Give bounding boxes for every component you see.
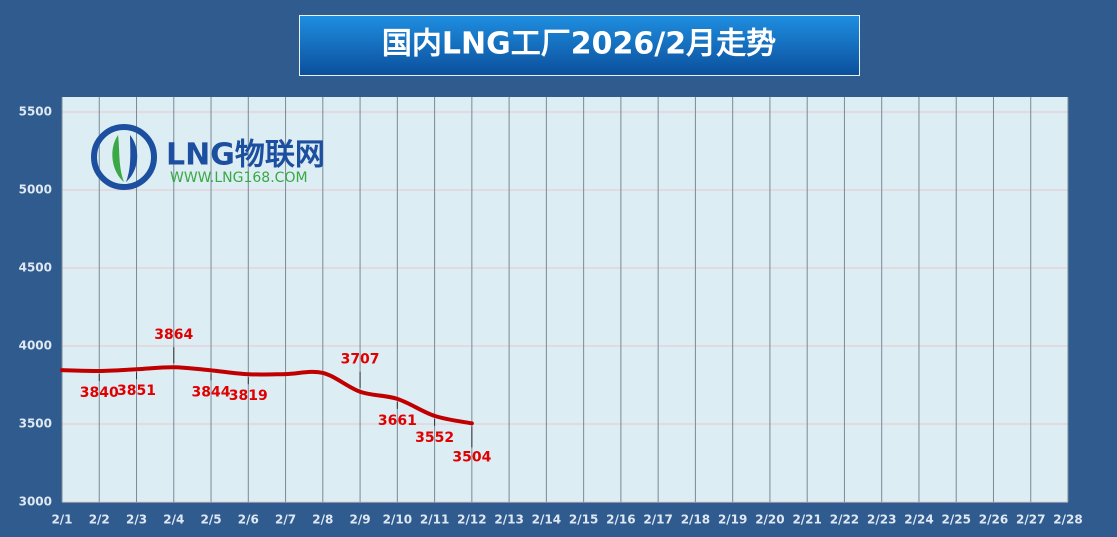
x-tick-label: 2/25 xyxy=(942,513,971,527)
x-tick-label: 2/23 xyxy=(867,513,896,527)
value-label: 3851 xyxy=(117,383,156,399)
chart-title: 国内LNG工厂2026/2月走势 xyxy=(382,27,776,62)
logo-leaf xyxy=(126,135,138,182)
value-label: 3840 xyxy=(80,385,119,401)
x-tick-label: 2/21 xyxy=(792,513,821,527)
x-tick-label: 2/3 xyxy=(126,513,147,527)
x-tick-label: 2/4 xyxy=(163,513,184,527)
x-tick-label: 2/9 xyxy=(350,513,371,527)
value-label: 3661 xyxy=(378,413,417,429)
x-tick-label: 2/20 xyxy=(755,513,784,527)
y-tick-label: 4000 xyxy=(19,339,52,353)
y-tick-label: 3000 xyxy=(19,495,52,509)
value-label: 3707 xyxy=(341,352,380,368)
x-tick-label: 2/17 xyxy=(643,513,672,527)
value-label: 3864 xyxy=(154,327,193,343)
x-tick-label: 2/15 xyxy=(569,513,598,527)
x-tick-label: 2/11 xyxy=(420,513,449,527)
value-label: 3504 xyxy=(452,449,491,465)
x-tick-label: 2/18 xyxy=(681,513,710,527)
x-tick-label: 2/6 xyxy=(238,513,259,527)
value-label: 3819 xyxy=(229,388,268,404)
logo-leaf xyxy=(112,135,124,182)
logo-ring xyxy=(91,124,157,190)
line xyxy=(60,365,474,426)
title-box xyxy=(299,15,860,76)
logo-text: LNG物联网 xyxy=(166,138,325,173)
x-tick-label: 2/26 xyxy=(979,513,1008,527)
logo: LNG物联网 WWW.LNG168.COM xyxy=(91,124,325,190)
x-tick-label: 2/7 xyxy=(275,513,296,527)
logo-url: WWW.LNG168.COM xyxy=(170,170,308,186)
y-tick-label: 5000 xyxy=(19,183,52,197)
y-tick-label: 5500 xyxy=(19,105,52,119)
y-tick-label: 4500 xyxy=(19,261,52,275)
x-tick-label: 2/1 xyxy=(51,513,72,527)
x-tick-label: 2/8 xyxy=(312,513,333,527)
x-tick-label: 2/22 xyxy=(830,513,859,527)
x-tick-label: 2/2 xyxy=(89,513,110,527)
plot-area xyxy=(62,97,1068,502)
value-label: 3844 xyxy=(192,384,231,400)
value-label: 3552 xyxy=(415,430,454,446)
x-tick-label: 2/24 xyxy=(904,513,933,527)
x-tick-label: 2/27 xyxy=(1016,513,1045,527)
x-tick-label: 2/5 xyxy=(200,513,221,527)
x-tick-label: 2/14 xyxy=(532,513,561,527)
x-tick-label: 2/13 xyxy=(494,513,523,527)
y-tick-label: 3500 xyxy=(19,417,52,431)
x-tick-label: 2/12 xyxy=(457,513,486,527)
x-tick-label: 2/19 xyxy=(718,513,747,527)
x-tick-label: 2/16 xyxy=(606,513,635,527)
x-tick-label: 2/10 xyxy=(383,513,412,527)
x-tick-label: 2/28 xyxy=(1053,513,1082,527)
